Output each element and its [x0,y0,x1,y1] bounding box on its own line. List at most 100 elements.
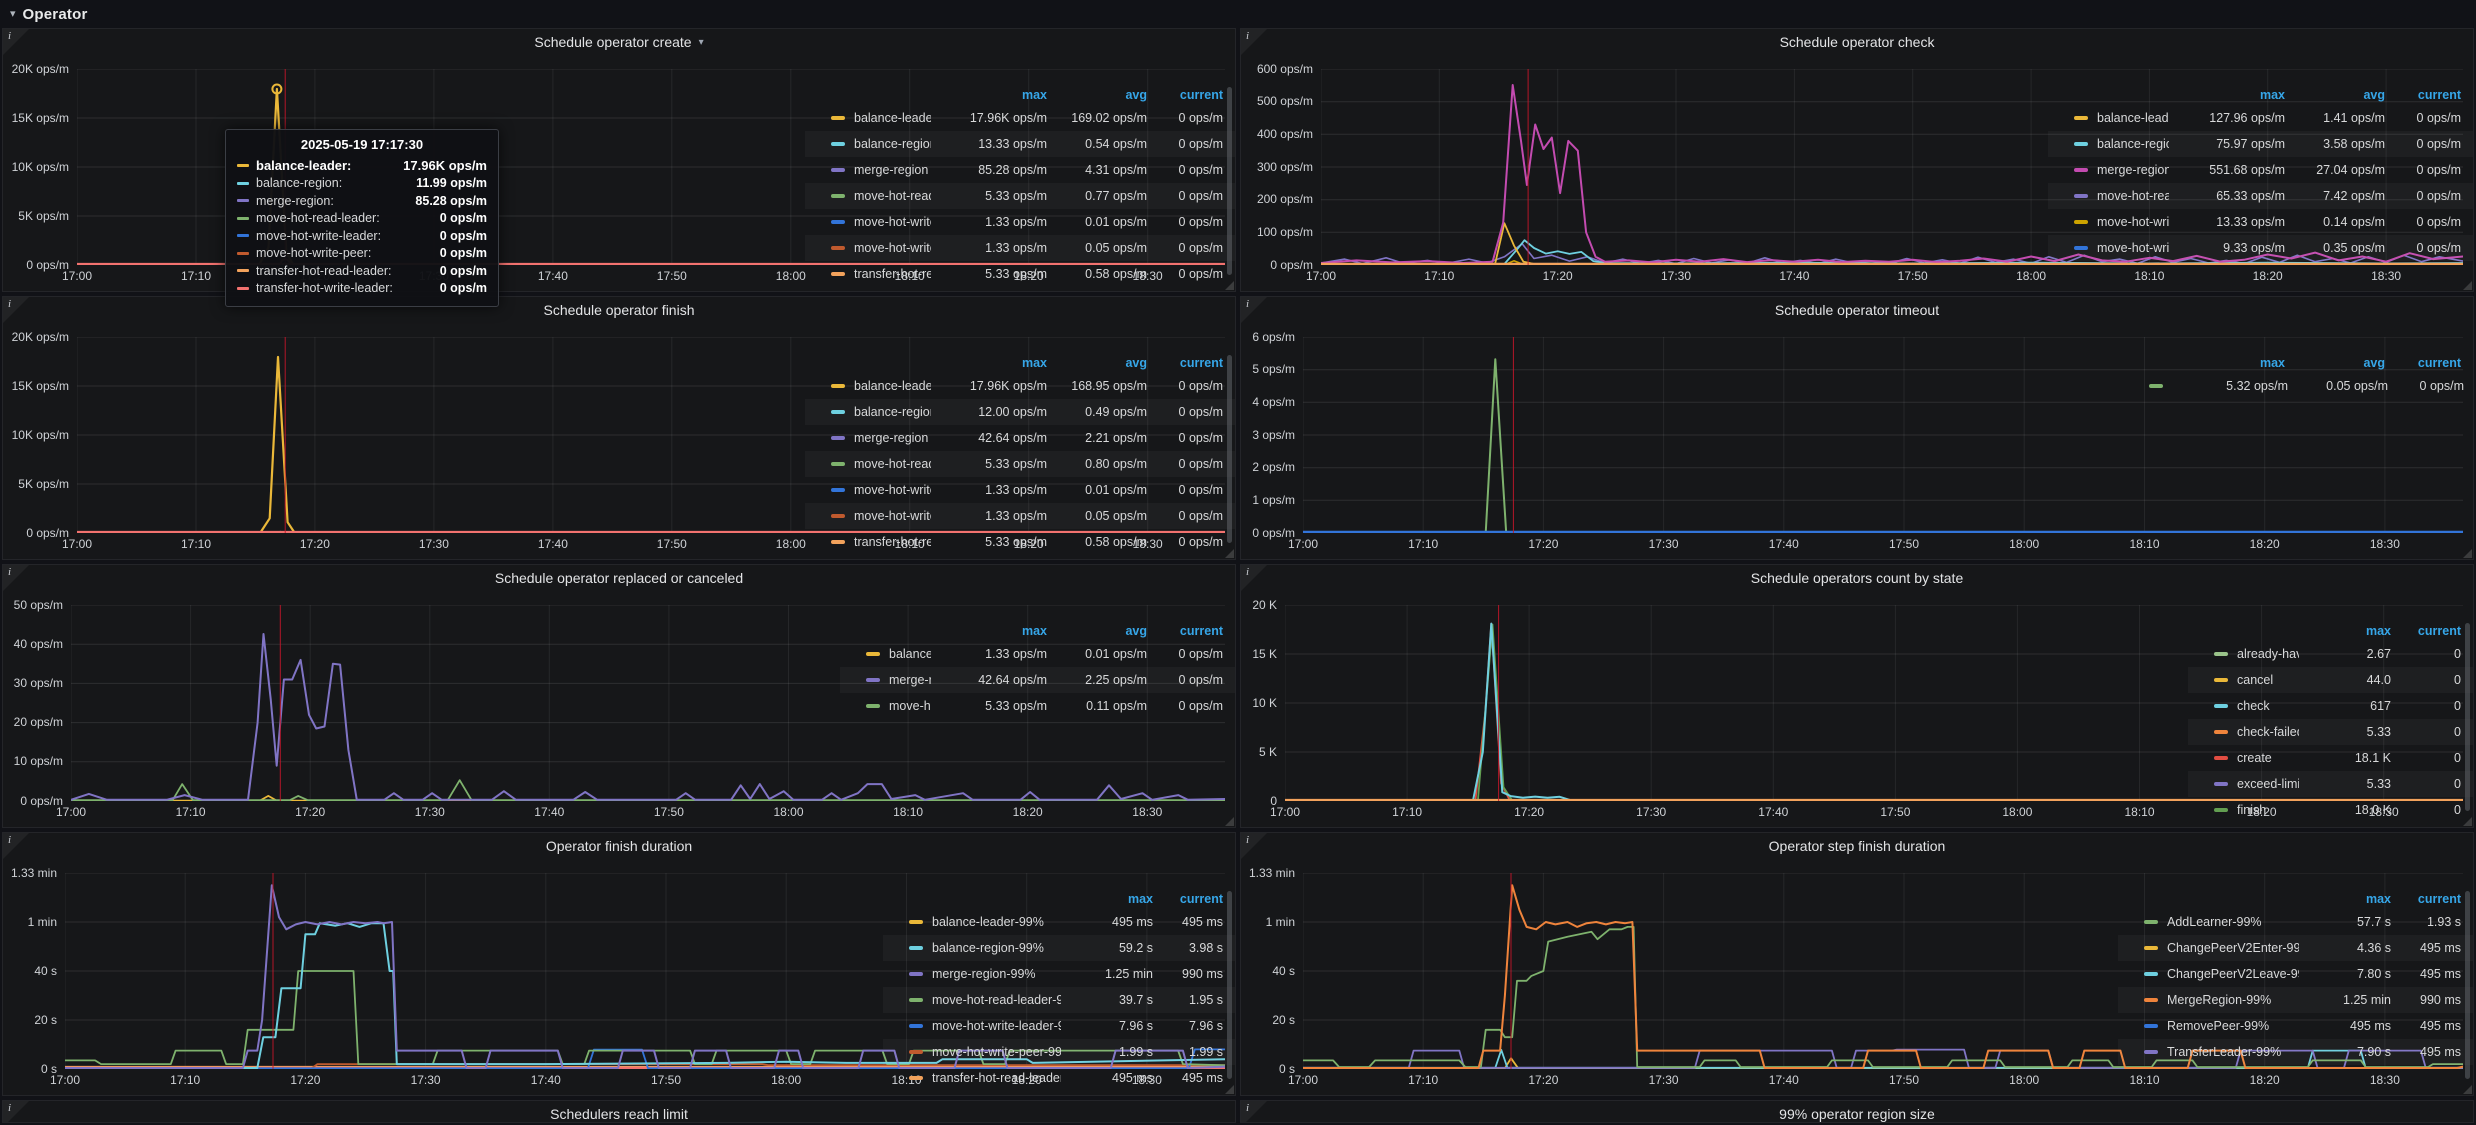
legend-series-row[interactable]: cancel 44.0 0 [2188,667,2473,693]
legend-series-row[interactable]: move-hot-read-leader 5.33 ops/m 0.11 ops/m… [840,693,1235,719]
legend-series-label[interactable]: move-hot-read-leader [2097,189,2169,203]
legend-series-label[interactable]: TransferLeader-99% [2167,1045,2282,1059]
legend-series-label[interactable]: transfer-hot-read-leader-99% [932,1071,1061,1085]
legend-column-max[interactable]: max [1127,892,1153,906]
legend-series-label[interactable]: balance-region-99% [932,941,1044,955]
legend-series-row[interactable]: merge-region-99% 1.25 min 990 ms [883,961,1235,987]
legend-series-row[interactable]: move-hot-write-leader-99% 7.96 s 7.96 s [883,1013,1235,1039]
legend-series-label[interactable]: balance-leader [889,647,931,661]
legend-series-label[interactable]: transfer-hot-read-leader [854,535,931,549]
legend-series-label[interactable]: move-hot-read-leader [854,457,931,471]
panel-title[interactable]: Schedule operator timeout [1774,302,1940,318]
resize-handle[interactable] [2463,549,2472,558]
panel-info-icon[interactable]: i [3,833,29,859]
legend-series-label[interactable]: check [2237,699,2270,713]
legend-series-row[interactable]: merge-region 85.28 ops/m 4.31 ops/m 0 ops/m [805,157,1235,183]
legend-series-label[interactable]: merge-region [889,673,931,687]
legend-scrollbar[interactable] [2465,623,2470,811]
panel-info-icon[interactable]: i [3,297,29,323]
legend-column-avg[interactable]: avg [1125,624,1147,638]
legend-series-row[interactable]: balance-region 13.33 ops/m 0.54 ops/m 0 ops… [805,131,1235,157]
legend-series-row[interactable]: exceed-limit 5.33 0 [2188,771,2473,797]
legend-series-label[interactable]: balance-leader [854,379,931,393]
legend-column-current[interactable]: current [1179,892,1223,906]
row-header-operator[interactable]: ▾ Operator [0,0,2476,28]
legend-series-label[interactable]: create [2237,751,2272,765]
panel-title[interactable]: Operator finish duration [545,838,693,854]
legend-series-label[interactable]: AddLearner-99% [2167,915,2262,929]
legend-series-row[interactable]: TransferLeader-99% 7.90 s 495 ms [2118,1039,2473,1065]
legend-series-row[interactable]: ChangePeerV2Leave-99% 7.80 s 495 ms [2118,961,2473,987]
legend-series-row[interactable]: move-hot-write-peer 1.33 ops/m 0.05 ops/m 0… [805,235,1235,261]
legend-series-row[interactable]: RemovePeer-99% 495 ms 495 ms [2118,1013,2473,1039]
legend-series-row[interactable]: check-failed 5.33 0 [2188,719,2473,745]
legend-series-row[interactable]: move-hot-write-peer 9.33 ops/m 0.35 ops/m 0… [2048,235,2473,261]
chart-operator-finish-duration[interactable]: 0 s 20 s 40 s 1 min 1.33 min 17:00 17:10 17:20 1… [3,859,1227,1095]
legend-series-row[interactable]: check 617 0 [2188,693,2473,719]
chart-schedule-operator-finish[interactable]: 0 ops/m 5K ops/m 10K ops/m 15K ops/m 20K ops… [3,323,1227,559]
legend-series-row[interactable]: transfer-hot-read-leader-99% 495 ms 495 ms [883,1065,1235,1091]
legend-series-row[interactable]: move-hot-read-leader 5.33 ops/m 0.77 ops/m… [805,183,1235,209]
legend-series-row[interactable]: transfer-hot-read-leader 5.33 ops/m 0.58 o… [805,261,1235,287]
legend-column-max[interactable]: max [2259,88,2285,102]
legend-series-row[interactable]: move-hot-read-leader-99% 39.7 s 1.95 s [883,987,1235,1013]
panel-title[interactable]: Schedule operator check [1779,34,1935,50]
legend-series-label[interactable]: RemovePeer-99% [2167,1019,2270,1033]
panel-title[interactable]: 99% operator region size [1779,1106,1935,1122]
panel-title[interactable]: Schedule operators count by state [1750,570,1964,586]
panel-info-icon[interactable]: i [3,1101,29,1122]
legend-series-row[interactable]: move-hot-write-leader 13.33 ops/m 0.14 ops… [2048,209,2473,235]
legend-series-label[interactable]: finish [2237,803,2267,817]
panel-info-icon[interactable]: i [1241,565,1267,591]
legend-column-current[interactable]: current [1179,356,1223,370]
legend-series-label[interactable]: move-hot-write-leader [854,483,931,497]
legend-series-label[interactable]: balance-region [854,405,931,419]
legend-series-row[interactable]: transfer-hot-read-leader 5.33 ops/m 0.58 o… [805,529,1235,555]
legend-series-label[interactable]: merge-region-99% [932,967,1036,981]
legend-column-max[interactable]: max [2259,356,2285,370]
legend-series-label[interactable]: move-hot-write-peer [854,509,931,523]
panel-info-icon[interactable]: i [1241,29,1267,55]
legend-column-avg[interactable]: avg [1125,356,1147,370]
legend-column-avg[interactable]: avg [1125,88,1147,102]
chart-schedule-operator-check[interactable]: 0 ops/m 100 ops/m 200 ops/m 300 ops/m 400 op… [1241,55,2465,291]
resize-handle[interactable] [1225,817,1234,826]
chart-canvas[interactable] [75,336,1227,534]
legend-series-row[interactable]: finish 18.0 K 0 [2188,797,2473,823]
legend-series-label[interactable]: balance-region [2097,137,2169,151]
legend-series-row[interactable]: balance-leader-99% 495 ms 495 ms [883,909,1235,935]
legend-column-current[interactable]: current [1179,624,1223,638]
legend-series-label[interactable]: cancel [2237,673,2274,687]
legend-column-current[interactable]: current [2417,624,2461,638]
legend-column-current[interactable]: current [2417,356,2461,370]
chart-canvas[interactable] [1302,872,2464,1070]
panel-title[interactable]: Schedule operator replaced or canceled [494,570,744,586]
legend-scrollbar[interactable] [1227,891,1232,1079]
panel-info-icon[interactable]: i [3,29,29,55]
resize-handle[interactable] [2463,281,2472,290]
legend-series-label[interactable]: merge-region [854,163,929,177]
legend-series-label[interactable]: move-hot-write-leader [2097,215,2169,229]
legend-series-label[interactable]: balance-leader [2097,111,2169,125]
resize-handle[interactable] [1225,549,1234,558]
legend-series-row[interactable]: AddLearner-99% 57.7 s 1.93 s [2118,909,2473,935]
legend-series-row[interactable]: move-hot-write-leader 1.33 ops/m 0.01 ops/… [805,209,1235,235]
legend-series-label[interactable]: move-hot-write-leader-99% [932,1019,1061,1033]
legend-column-max[interactable]: max [2365,892,2391,906]
legend-series-label[interactable]: already-have [2237,647,2299,661]
legend-series-row[interactable]: balance-leader 127.96 ops/m 1.41 ops/m 0 op… [2048,105,2473,131]
legend-series-label[interactable]: check-failed [2237,725,2299,739]
panel-title[interactable]: Schedule operator create ▾ [534,34,704,50]
chart-operator-step-finish-duration[interactable]: 0 s 20 s 40 s 1 min 1.33 min 17:00 17:10 17:20 1… [1241,859,2464,1095]
legend-series-label[interactable]: ChangePeerV2Enter-99% [2167,941,2299,955]
panel-title[interactable]: Schedule operator finish [543,302,695,318]
legend-series-row[interactable]: balance-region 12.00 ops/m 0.49 ops/m 0 ops… [805,399,1235,425]
legend-series-label[interactable]: balance-leader [854,111,931,125]
legend-series-label[interactable]: merge-region [854,431,929,445]
panel-info-icon[interactable]: i [1241,297,1267,323]
legend-series-row[interactable]: create 18.1 K 0 [2188,745,2473,771]
legend-series-label[interactable]: move-hot-write-peer-99% [932,1045,1061,1059]
legend-series-row[interactable]: move-hot-write-peer-99% 1.99 s 1.99 s [883,1039,1235,1065]
legend-series-label[interactable]: move-hot-write-peer [2097,241,2169,255]
legend-column-max[interactable]: max [1021,88,1047,102]
